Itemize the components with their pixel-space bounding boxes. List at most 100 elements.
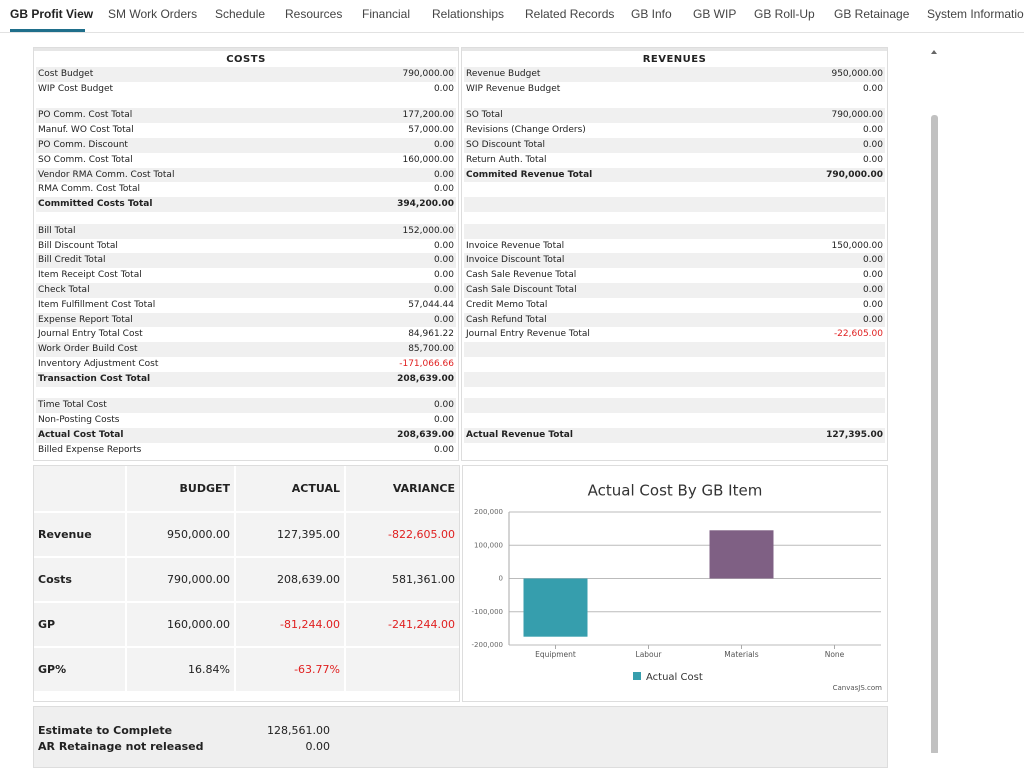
tab[interactable]: GB Retainage [834,7,910,21]
value-cell: 790,000.00 [127,558,234,601]
cell-value: 950,000.00 [167,528,230,541]
data-row: WIP Revenue Budget 0.00 [464,82,885,97]
cell-value: 16.84% [188,663,230,676]
row-value: 0.00 [433,444,454,455]
row-value: -22,605.00 [833,329,883,340]
row-label: Manuf. WO Cost Total [38,125,134,136]
tab[interactable]: System Information [927,7,1024,21]
panel-title: REVENUES [462,48,887,68]
row-label: SO Total [466,110,503,121]
row-label: Non-Posting Costs [38,415,120,426]
row-value: 0.00 [433,169,454,180]
tab[interactable]: Schedule [215,7,266,21]
row-label: GP% [38,663,67,676]
row-label: Actual Cost Total [38,430,124,440]
row-label: Return Auth. Total [466,154,547,165]
header-text: VARIANCE [392,482,455,495]
data-row: Item Fulfillment Cost Total 57,044.44 [36,298,456,313]
row-value: 790,000.00 [402,69,454,79]
data-row: Actual Revenue Total 127,395.00 [464,428,885,443]
panel-title: COSTS [34,48,458,68]
data-row: Invoice Revenue Total 150,000.00 [464,239,885,254]
row-label: Item Receipt Cost Total [38,270,142,281]
tab[interactable]: Relationships [432,7,505,21]
tab[interactable]: GB WIP [693,7,737,21]
y-tick-label: -200,000 [472,641,503,649]
row-value: 177,200.00 [402,110,454,121]
data-row [464,371,885,387]
row-value: 0.00 [433,255,454,266]
header-cell: VARIANCE [346,466,459,511]
data-row [464,342,885,357]
row-value: 127,395.00 [826,430,883,440]
cell-value: 127,395.00 [277,528,340,541]
data-row: Cash Sale Discount Total 0.00 [464,283,885,298]
row-label: Revenue [38,528,92,541]
value-cell: 160,000.00 [127,603,234,646]
row-value: 0.00 [433,184,454,195]
data-row [464,398,885,414]
data-row: Non-Posting Costs 0.00 [36,413,456,428]
row-value: 394,200.00 [397,199,454,210]
data-row: SO Discount Total 0.00 [464,138,885,153]
row-value: 208,639.00 [397,373,454,384]
x-tick-label: Labour [636,650,663,659]
data-row: Commited Revenue Total 790,000.00 [464,167,885,183]
data-row: Item Receipt Cost Total 0.00 [36,268,456,283]
row-value: 0.00 [862,314,883,325]
tab[interactable]: GB Roll-Up [754,7,815,21]
cell-value: 160,000.00 [167,618,230,631]
costs-panel: COSTS Cost Budget 790,000.00 WIP Cost Budg… [33,47,459,461]
y-tick-label: -100,000 [472,608,503,616]
row-label: Inventory Adjustment Cost [38,359,159,369]
row-label: RMA Comm. Cost Total [38,184,140,195]
data-row [464,413,885,428]
row-value: 0.00 [862,255,883,266]
tab[interactable]: GB Info [631,7,672,21]
cell-value: -241,244.00 [388,618,455,631]
row-label: Credit Memo Total [466,299,548,310]
row-value: 152,000.00 [402,225,454,236]
data-row: PO Comm. Cost Total 177,200.00 [36,108,456,124]
x-tick-label: None [825,650,845,659]
y-tick-label: 100,000 [474,541,503,549]
bar [709,530,774,579]
row-label: Bill Credit Total [38,255,106,266]
footer-value: 0.00 [305,740,331,753]
row-value: 85,700.00 [408,344,454,355]
cell-value: 208,639.00 [277,573,340,586]
data-row: Cash Sale Revenue Total 0.00 [464,268,885,283]
row-label: Expense Report Total [38,314,133,325]
value-cell: 950,000.00 [127,513,234,556]
data-row [464,443,885,458]
x-tick-label: Equipment [535,650,576,659]
cell-value: -63.77% [294,663,340,676]
data-row: Committed Costs Total 394,200.00 [36,197,456,212]
row-value: 0.00 [433,240,454,251]
data-row: Bill Discount Total 0.00 [36,239,456,254]
row-label: Invoice Revenue Total [466,240,565,251]
legend-swatch [633,672,641,680]
tab[interactable]: Related Records [525,7,615,21]
scrollbar[interactable] [929,46,939,755]
tab[interactable]: Resources [285,7,343,21]
value-cell: 581,361.00 [346,558,459,601]
row-label: Work Order Build Cost [38,344,138,355]
chart-credit: CanvasJS.com [833,684,883,692]
data-row: Journal Entry Revenue Total -22,605.00 [464,327,885,342]
tab[interactable]: SM Work Orders [108,7,198,21]
tab[interactable]: Financial [362,7,411,21]
data-row: WIP Cost Budget 0.00 [36,82,456,97]
tab[interactable]: GB Profit View [10,7,94,21]
scrollbar-graphic [931,50,938,755]
row-value: 0.00 [862,140,883,150]
value-cell: -822,605.00 [346,513,459,556]
data-row: Cash Refund Total 0.00 [464,312,885,328]
row-label: Costs [38,573,72,586]
data-row [464,197,885,212]
chart-panel: Actual Cost By GB Item CanvasJS.com -200… [462,465,888,702]
row-value: 0.00 [433,140,454,150]
row-label: Revenue Budget [466,69,541,79]
row-label: Billed Expense Reports [38,444,142,455]
footer-panel: Estimate to Complete 128,561.00 AR Retaina… [33,706,888,768]
